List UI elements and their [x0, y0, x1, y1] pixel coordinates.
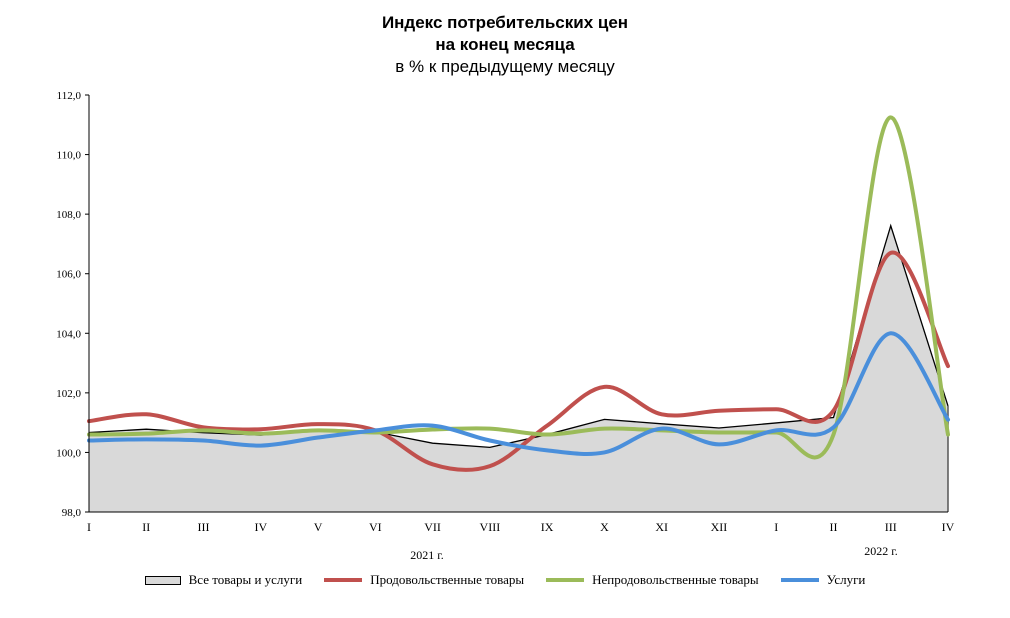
x-tick-label: VIII: [480, 520, 501, 534]
x-tick-label: III: [198, 520, 210, 534]
legend-item-food: Продовольственные товары: [324, 572, 524, 588]
x-tick-label: IX: [541, 520, 554, 534]
y-tick-label: 112,0: [57, 90, 82, 102]
series-line-3: [87, 331, 950, 456]
year-label-2021: 2021 г.: [410, 548, 444, 562]
legend-swatch: [546, 578, 585, 582]
legend: Все товары и услуги Продовольственные то…: [0, 572, 1010, 588]
x-tick-label: II: [829, 520, 837, 534]
legend-label: Услуги: [826, 572, 866, 587]
x-tick-label: X: [600, 520, 609, 534]
legend-item-nonfood: Непродовольственные товары: [546, 572, 759, 588]
legend-swatch: [324, 578, 363, 582]
legend-swatch: [780, 578, 819, 582]
legend-item-all: Все товары и услуги: [144, 572, 303, 588]
y-tick-label: 106,0: [56, 269, 81, 281]
y-tick-label: 108,0: [56, 209, 81, 221]
legend-label: Продовольственные товары: [370, 572, 525, 587]
legend-item-services: Услуги: [780, 572, 866, 588]
x-tick-label: XI: [655, 520, 668, 534]
series-line-2: [87, 115, 950, 460]
chart-title-line2: на конец месяца: [435, 35, 575, 54]
year-label-2022: 2022 г.: [864, 544, 898, 558]
series-area-all: [89, 225, 948, 513]
chart-subtitle: в % к предыдущему месяцу: [395, 57, 615, 76]
series-line-all: [88, 223, 949, 449]
y-tick-label: 102,0: [56, 388, 81, 400]
x-tick-label: XII: [711, 520, 728, 534]
x-tick-label: IV: [254, 520, 267, 534]
y-tick-label: 100,0: [56, 447, 81, 459]
y-tick-label: 110,0: [57, 150, 82, 162]
y-tick-label: 98,0: [62, 507, 82, 519]
x-tick-label: V: [314, 520, 323, 534]
chart-title: Индекс потребительских цен: [381, 13, 629, 32]
x-tick-label: II: [142, 520, 150, 534]
x-tick-label: VII: [424, 520, 441, 534]
legend-label: Все товары и услуги: [188, 572, 303, 587]
y-tick-label: 104,0: [56, 328, 81, 340]
legend-label: Непродовольственные товары: [592, 572, 759, 587]
x-tick-label: VI: [369, 520, 382, 534]
x-tick-label: III: [885, 520, 897, 534]
x-tick-label: I: [774, 520, 778, 534]
x-tick-label: I: [87, 520, 91, 534]
x-tick-label: IV: [942, 520, 955, 534]
legend-swatch: [144, 575, 181, 585]
